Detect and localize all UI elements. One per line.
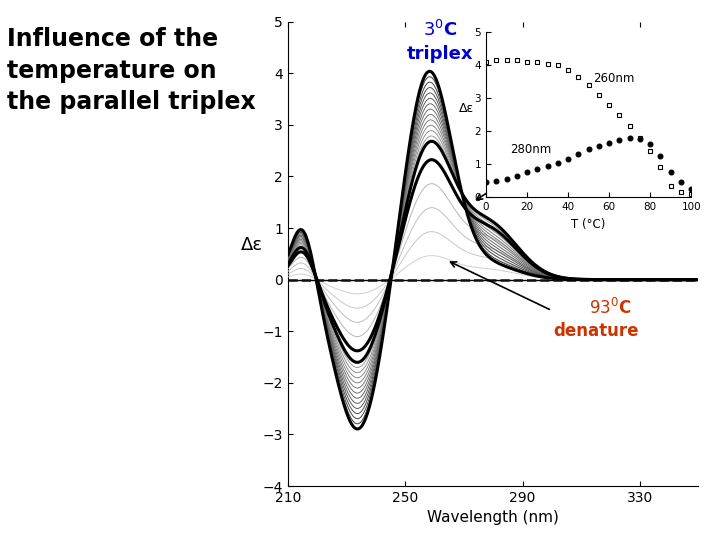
X-axis label: T (°C): T (°C) — [572, 218, 606, 231]
Text: $66^0$C duplex: $66^0$C duplex — [558, 124, 661, 145]
Text: Influence of the
temperature on
the parallel triplex: Influence of the temperature on the para… — [7, 27, 256, 114]
Text: 260nm: 260nm — [593, 72, 634, 85]
Y-axis label: Δε: Δε — [459, 102, 474, 115]
Text: triplex: triplex — [408, 45, 474, 63]
Text: denature: denature — [553, 322, 639, 340]
Y-axis label: Δε: Δε — [240, 236, 263, 254]
Text: $3^0$C: $3^0$C — [423, 19, 457, 39]
Text: $93^0$C: $93^0$C — [589, 298, 631, 318]
X-axis label: Wavelength (nm): Wavelength (nm) — [427, 510, 559, 525]
Text: 280nm: 280nm — [510, 143, 552, 156]
